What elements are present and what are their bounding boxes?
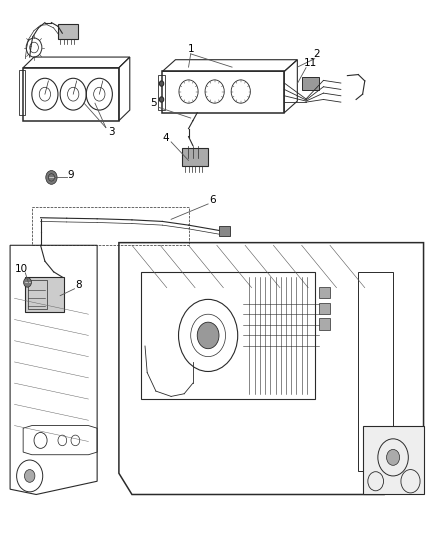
Circle shape: [159, 97, 164, 102]
Text: 5: 5: [150, 98, 157, 108]
Text: 11: 11: [304, 59, 317, 68]
Bar: [182, 148, 208, 166]
Text: 10: 10: [14, 264, 28, 273]
Bar: [25, 277, 64, 312]
Text: 2: 2: [313, 50, 320, 59]
Circle shape: [159, 81, 164, 86]
Text: 1: 1: [187, 44, 194, 54]
Circle shape: [46, 171, 57, 184]
Polygon shape: [363, 425, 424, 495]
Text: 8: 8: [75, 279, 82, 289]
Circle shape: [25, 470, 35, 482]
Circle shape: [24, 278, 32, 287]
Bar: [219, 226, 230, 236]
Bar: [319, 287, 330, 298]
Bar: [32, 207, 188, 245]
Text: 6: 6: [210, 195, 216, 205]
Bar: [319, 303, 330, 314]
Bar: [302, 77, 319, 91]
Text: 3: 3: [108, 127, 114, 137]
Text: 9: 9: [68, 171, 74, 180]
Text: 4: 4: [162, 133, 169, 143]
Circle shape: [387, 449, 399, 465]
Circle shape: [197, 322, 219, 349]
Bar: [28, 280, 47, 309]
Bar: [319, 318, 330, 330]
Bar: [58, 23, 78, 38]
